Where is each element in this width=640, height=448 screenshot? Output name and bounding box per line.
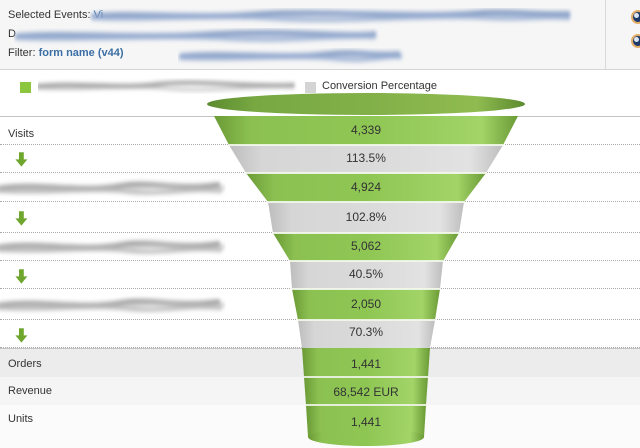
svg-text:4,924: 4,924 bbox=[351, 180, 381, 194]
svg-text:1,441: 1,441 bbox=[351, 357, 381, 371]
svg-text:4,339: 4,339 bbox=[351, 123, 381, 137]
svg-text:5,062: 5,062 bbox=[351, 239, 381, 253]
svg-text:40.5%: 40.5% bbox=[349, 267, 383, 281]
svg-text:102.8%: 102.8% bbox=[346, 210, 387, 224]
svg-text:68,542 EUR: 68,542 EUR bbox=[333, 385, 399, 399]
svg-text:113.5%: 113.5% bbox=[346, 151, 386, 165]
svg-text:1,441: 1,441 bbox=[351, 415, 381, 429]
svg-text:70.3%: 70.3% bbox=[349, 325, 383, 339]
svg-text:2,050: 2,050 bbox=[351, 297, 381, 311]
